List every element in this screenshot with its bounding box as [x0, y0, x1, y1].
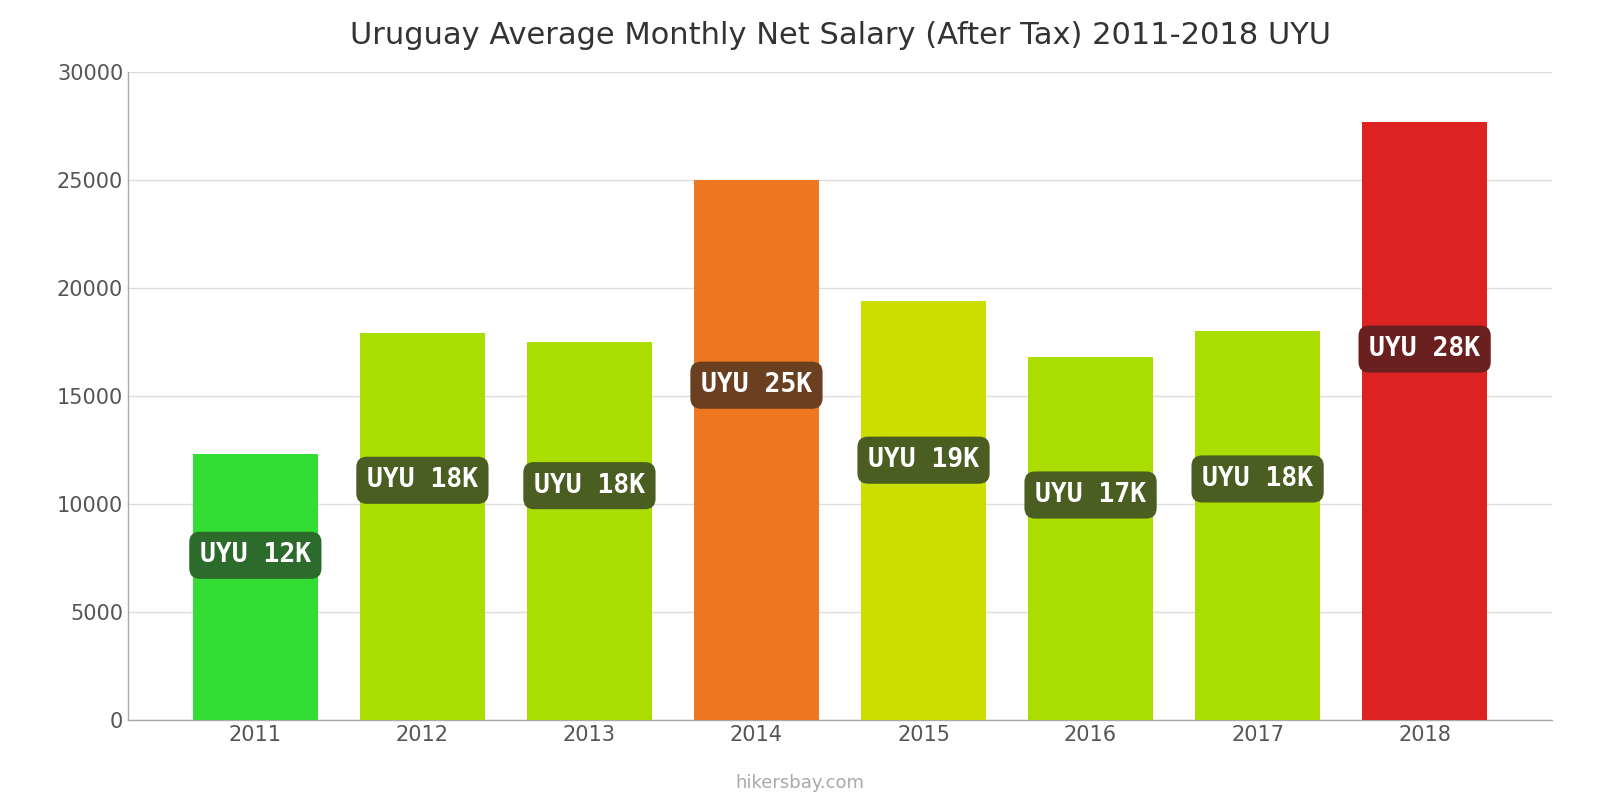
- Bar: [1195, 331, 1320, 720]
- Text: UYU 25K: UYU 25K: [701, 372, 813, 398]
- Bar: [1362, 122, 1488, 720]
- Bar: [360, 334, 485, 720]
- Bar: [694, 180, 819, 720]
- Bar: [526, 342, 653, 720]
- Bar: [1027, 357, 1154, 720]
- Bar: [192, 454, 318, 720]
- Text: hikersbay.com: hikersbay.com: [736, 774, 864, 792]
- Text: UYU 28K: UYU 28K: [1370, 336, 1480, 362]
- Text: UYU 17K: UYU 17K: [1035, 482, 1146, 508]
- Text: UYU 19K: UYU 19K: [867, 447, 979, 473]
- Text: UYU 18K: UYU 18K: [1202, 466, 1314, 492]
- Title: Uruguay Average Monthly Net Salary (After Tax) 2011-2018 UYU: Uruguay Average Monthly Net Salary (Afte…: [349, 22, 1331, 50]
- Bar: [861, 301, 986, 720]
- Text: UYU 18K: UYU 18K: [534, 473, 645, 498]
- Text: UYU 12K: UYU 12K: [200, 542, 310, 568]
- Text: UYU 18K: UYU 18K: [366, 467, 478, 494]
